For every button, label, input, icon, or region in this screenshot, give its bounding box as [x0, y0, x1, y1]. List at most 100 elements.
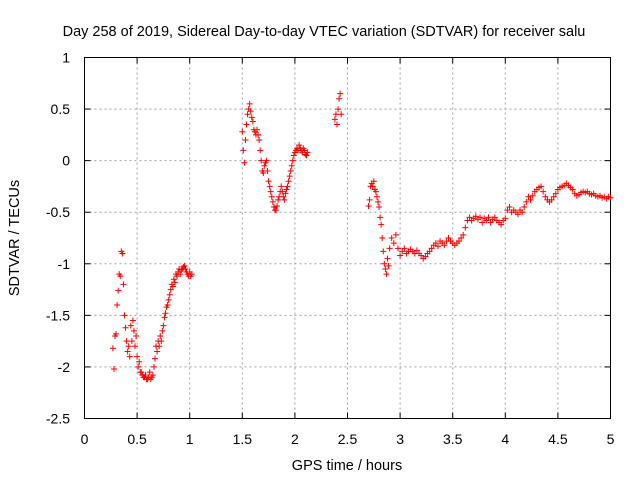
data-point	[477, 214, 484, 221]
x-tick-label: 5	[607, 431, 615, 447]
data-point	[462, 224, 469, 231]
data-point	[165, 296, 172, 303]
data-point	[128, 338, 135, 345]
x-axis-label: GPS time / hours	[292, 458, 402, 474]
data-point	[426, 248, 433, 255]
data-point	[146, 369, 153, 376]
data-point	[569, 186, 576, 193]
data-point	[127, 322, 134, 329]
data-point	[279, 188, 286, 195]
data-point	[540, 188, 547, 195]
data-point	[485, 214, 492, 221]
data-point	[390, 240, 397, 247]
data-point	[369, 183, 376, 190]
data-point	[373, 193, 380, 200]
data-point	[384, 255, 391, 262]
x-tick-label: 2.5	[338, 431, 358, 447]
data-point	[483, 217, 490, 224]
data-point	[270, 204, 277, 211]
data-point	[289, 157, 296, 164]
data-point	[280, 193, 287, 200]
data-point	[114, 302, 121, 309]
data-point	[381, 260, 388, 267]
data-point	[338, 111, 345, 118]
data-point	[472, 213, 479, 220]
data-point	[392, 231, 399, 238]
data-point	[162, 310, 169, 317]
data-point	[527, 196, 534, 203]
data-point	[149, 372, 156, 379]
data-point	[159, 327, 166, 334]
data-point	[167, 286, 174, 293]
data-point	[378, 221, 385, 228]
data-point	[365, 203, 372, 210]
data-point	[119, 250, 126, 257]
x-tick-label: 3	[396, 431, 404, 447]
data-point	[256, 137, 263, 144]
data-point	[506, 204, 513, 211]
data-point	[255, 131, 262, 138]
data-point	[284, 183, 291, 190]
grid-lines	[84, 57, 611, 419]
data-point	[418, 252, 425, 259]
data-point	[181, 262, 188, 269]
data-point	[542, 193, 549, 200]
data-point	[376, 204, 383, 211]
data-point	[261, 162, 268, 169]
data-point	[121, 312, 128, 319]
data-point	[529, 192, 536, 199]
data-point	[258, 157, 265, 164]
data-point	[379, 235, 386, 241]
y-tick-label: -0.5	[46, 204, 70, 220]
data-point	[243, 121, 250, 128]
data-point	[331, 116, 338, 123]
data-point	[133, 332, 140, 339]
data-point	[504, 207, 511, 214]
data-point	[161, 314, 168, 321]
data-point	[460, 231, 467, 238]
data-point	[142, 372, 149, 379]
data-point	[432, 240, 439, 247]
data-point	[394, 245, 401, 252]
data-point	[525, 193, 532, 200]
data-point	[413, 247, 420, 254]
data-point	[122, 324, 129, 331]
data-point	[548, 196, 555, 203]
data-point	[260, 170, 267, 177]
y-tick-labels: -2.5 -2 -1.5 -1 -0.5 0 0.5 1	[46, 50, 70, 427]
data-point	[156, 343, 163, 350]
x-tick-label: 0	[81, 431, 89, 447]
x-tick-labels: 0 0.5 1 1.5 2 2.5 3 3.5 4 4.5 5	[81, 431, 615, 447]
x-tick-label: 3.5	[443, 431, 463, 447]
data-point	[124, 348, 131, 355]
data-point	[110, 365, 117, 372]
data-point	[502, 215, 509, 222]
y-tick-label: -2	[58, 359, 71, 375]
data-point	[521, 204, 528, 211]
data-point	[479, 219, 486, 226]
data-point	[487, 219, 494, 226]
data-point	[160, 322, 167, 329]
data-point	[372, 188, 379, 195]
data-point	[240, 147, 247, 154]
data-point	[126, 353, 133, 360]
data-point	[491, 214, 498, 221]
data-point	[264, 167, 271, 174]
data-point	[333, 121, 340, 128]
data-point	[170, 276, 177, 283]
data-point	[434, 243, 441, 250]
data-point	[397, 252, 404, 259]
data-point	[182, 265, 189, 272]
data-point	[136, 358, 143, 365]
x-tick-label: 4	[501, 431, 509, 447]
data-point	[399, 248, 406, 255]
data-point	[456, 238, 463, 245]
data-point	[246, 100, 253, 107]
data-point	[266, 183, 273, 190]
x-tick-label: 4.5	[548, 431, 568, 447]
data-point	[151, 355, 158, 362]
data-point	[129, 317, 136, 324]
data-point	[445, 235, 452, 241]
y-tick-label: 1	[62, 50, 70, 66]
